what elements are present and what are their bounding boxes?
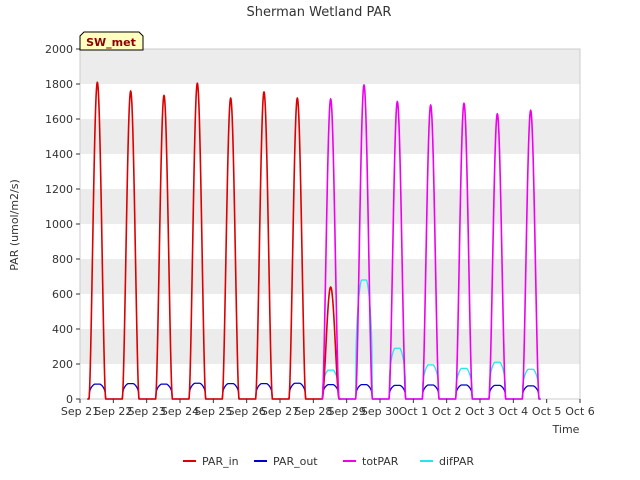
x-tick-label: Sep 27 — [261, 405, 299, 418]
x-tick-label: Sep 23 — [128, 405, 166, 418]
y-axis-title: PAR (umol/m2/s) — [8, 179, 21, 271]
x-axis-title: Time — [552, 423, 580, 436]
grid-bands — [80, 49, 580, 364]
legend-label-par-out: PAR_out — [273, 455, 318, 468]
x-tick-label: Sep 26 — [228, 405, 266, 418]
series-line-totpar — [320, 84, 541, 400]
station-badge: SW_met — [79, 31, 144, 51]
badge-shape — [79, 31, 144, 51]
legend-label-difpar: difPAR — [439, 455, 474, 468]
x-tick-label: Sep 30 — [361, 405, 399, 418]
x-tick-label: Oct 5 — [532, 405, 562, 418]
x-tick-label: Oct 6 — [565, 405, 595, 418]
x-tick-label: Oct 3 — [465, 405, 495, 418]
x-tick-label: Oct 2 — [432, 405, 462, 418]
y-tick-label: 1000 — [45, 218, 73, 231]
chart-title: Sherman Wetland PAR — [247, 5, 392, 20]
y-tick-label: 400 — [52, 323, 73, 336]
x-tick-label: Sep 24 — [161, 405, 199, 418]
series-line-par-in — [87, 81, 341, 400]
x-tick-label: Sep 28 — [294, 405, 332, 418]
y-tick-label: 2000 — [45, 43, 73, 56]
grid-band — [80, 119, 580, 154]
grid-band — [80, 189, 580, 224]
x-tick-label: Sep 21 — [61, 405, 99, 418]
y-tick-label: 800 — [52, 253, 73, 266]
x-tick-label: Sep 22 — [94, 405, 132, 418]
x-tick-label: Sep 29 — [328, 405, 366, 418]
y-tick-label: 600 — [52, 288, 73, 301]
legend: PAR_in PAR_out totPAR difPAR — [183, 455, 474, 468]
y-tick-label: 0 — [66, 393, 73, 406]
grid-band — [80, 329, 580, 364]
y-tick-label: 1600 — [45, 113, 73, 126]
y-tick-label: 1800 — [45, 78, 73, 91]
y-axis: 0 200 400 600 800 1000 1200 1400 1600 1800 2000 — [45, 43, 80, 406]
y-tick-label: 1400 — [45, 148, 73, 161]
x-tick-label: Oct 4 — [499, 405, 529, 418]
series-layer — [87, 81, 541, 400]
grid-band — [80, 49, 580, 84]
x-tick-label: Oct 1 — [399, 405, 429, 418]
y-tick-label: 200 — [52, 358, 73, 371]
x-tick-label: Sep 25 — [194, 405, 232, 418]
badge-label: SW_met — [86, 36, 136, 49]
legend-label-par-in: PAR_in — [202, 455, 239, 468]
y-tick-label: 1200 — [45, 183, 73, 196]
legend-label-totpar: totPAR — [362, 455, 399, 468]
